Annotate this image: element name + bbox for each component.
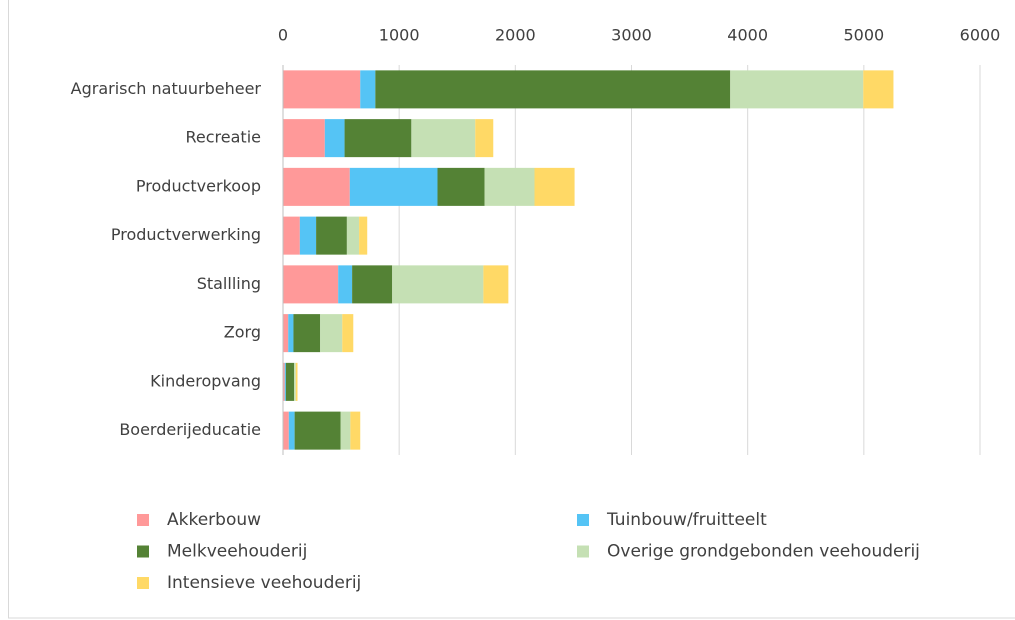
bar-segment: [320, 314, 343, 353]
bar-segment: [299, 216, 317, 255]
x-tick-label: 6000: [960, 26, 1001, 45]
bar-segment: [360, 70, 376, 109]
x-tick-label: 0: [278, 26, 288, 45]
legend-label: Akkerbouw: [167, 510, 261, 530]
legend-label: Overige grondgebonden veehouderij: [607, 542, 920, 562]
bar-segment: [349, 167, 438, 206]
bar-segment: [285, 362, 295, 401]
bar-segment: [483, 265, 509, 304]
bar-segment: [344, 119, 412, 158]
legend-label: Intensieve veehouderij: [167, 573, 361, 593]
bar-segment: [293, 314, 321, 353]
y-tick-label: Productverwerking: [111, 225, 261, 244]
bar-segment: [283, 167, 350, 206]
bar-segment: [294, 411, 341, 450]
y-tick-label: Recreatie: [186, 128, 261, 147]
bar-segment: [863, 70, 894, 109]
chart-border: [8, 0, 1015, 619]
x-tick-label: 5000: [843, 26, 884, 45]
bar-segment: [283, 265, 339, 304]
bar-segment: [283, 119, 325, 158]
bar-segment: [534, 167, 575, 206]
bar-segment: [346, 216, 360, 255]
bar-segment: [411, 119, 476, 158]
legend-swatch: [577, 514, 589, 526]
x-tick-label: 3000: [611, 26, 652, 45]
y-tick-label: Stallling: [197, 274, 261, 293]
bar-segment: [283, 216, 300, 255]
bar-segment: [283, 70, 361, 109]
bar-segment: [324, 119, 345, 158]
legend-swatch: [137, 577, 149, 589]
x-tick-label: 4000: [727, 26, 768, 45]
y-tick-label: Zorg: [224, 323, 261, 342]
bar-segment: [350, 411, 361, 450]
bar-segment: [730, 70, 864, 109]
bar-segment: [342, 314, 354, 353]
bar-segment: [295, 362, 298, 401]
bar-segment: [340, 411, 351, 450]
bar-segment: [475, 119, 494, 158]
bar-segment: [392, 265, 484, 304]
legend-swatch: [577, 545, 589, 558]
legend-label: Melkveehouderij: [167, 542, 307, 562]
bar-segment: [359, 216, 368, 255]
bar-segment: [284, 362, 286, 401]
bar-segment: [352, 265, 393, 304]
legend-swatch: [137, 514, 149, 526]
x-tick-label: 2000: [495, 26, 536, 45]
bar-segment: [288, 314, 294, 353]
x-tick-label: 1000: [379, 26, 420, 45]
bar-segment: [375, 70, 731, 109]
bar-segment: [437, 167, 485, 206]
bar-segment: [294, 362, 296, 401]
bar-segment: [338, 265, 353, 304]
bar-segment: [288, 411, 295, 450]
y-tick-label: Agrarisch natuurbeheer: [71, 79, 262, 98]
bar-segment: [484, 167, 535, 206]
bar-segment: [283, 411, 289, 450]
bar-segment: [283, 362, 285, 401]
legend-swatch: [137, 545, 149, 558]
y-tick-label: Boerderijeducatie: [119, 420, 261, 439]
bar-segment: [316, 216, 347, 255]
y-tick-label: Kinderopvang: [150, 371, 261, 390]
y-tick-label: Productverkoop: [136, 176, 261, 195]
bar-segment: [283, 314, 289, 353]
legend-label: Tuinbouw/fruitteelt: [606, 510, 767, 530]
